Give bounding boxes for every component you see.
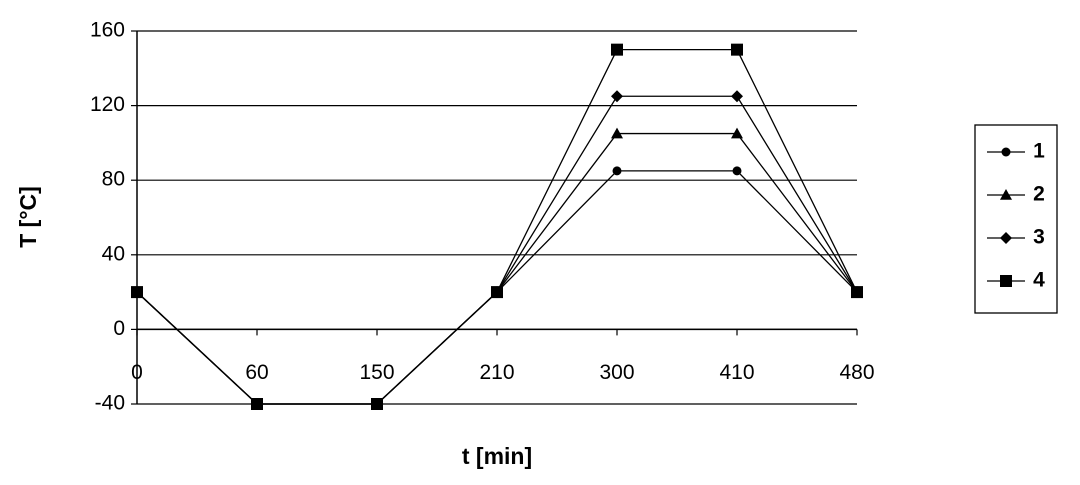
- data-point: [731, 90, 743, 103]
- legend-label: 3: [1033, 226, 1045, 249]
- y-tick-label: 120: [90, 93, 125, 116]
- legend-label: 1: [1033, 140, 1045, 163]
- data-point: [251, 398, 263, 410]
- data-point: [611, 127, 623, 139]
- y-tick-label: -40: [95, 392, 125, 415]
- data-point: [131, 286, 143, 299]
- data-point: [732, 166, 742, 176]
- y-tick-label: 40: [102, 242, 125, 265]
- data-point: [731, 43, 743, 56]
- y-tick-label: 160: [90, 19, 125, 42]
- x-tick-label: 410: [719, 361, 754, 384]
- x-axis-label: t [min]: [462, 443, 532, 469]
- legend-label: 2: [1033, 183, 1045, 206]
- y-tick-label: 80: [102, 168, 125, 191]
- x-tick-label: 480: [839, 361, 874, 384]
- data-point: [611, 43, 623, 56]
- data-point: [851, 286, 863, 299]
- data-point: [612, 166, 622, 176]
- legend-box: [974, 124, 1058, 314]
- legend-marker: [1000, 232, 1012, 244]
- data-point: [371, 398, 383, 410]
- x-tick-label: 210: [479, 361, 514, 384]
- x-tick-label: 60: [245, 361, 268, 384]
- data-point: [611, 90, 623, 103]
- series-line: [136, 95, 858, 405]
- y-tick-label: 0: [113, 317, 125, 340]
- x-tick-label: 300: [599, 361, 634, 384]
- legend-marker: [1000, 189, 1012, 200]
- legend-marker: [1001, 147, 1011, 157]
- x-tick-label: 0: [131, 361, 143, 384]
- x-tick-label: 150: [359, 361, 394, 384]
- series-line: [136, 49, 858, 405]
- legend-marker: [1000, 275, 1012, 287]
- legend-label: 4: [1033, 269, 1045, 292]
- data-point: [731, 127, 743, 139]
- y-axis-label: T [°C]: [15, 186, 41, 248]
- data-point: [491, 286, 503, 299]
